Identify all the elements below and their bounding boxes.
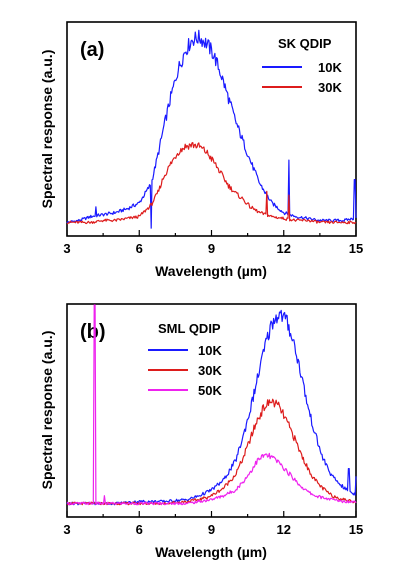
y-axis-title-a: Spectral response (a.u.) [39, 50, 55, 209]
x-tick-label: 3 [63, 522, 70, 537]
series-line-a-30k [66, 142, 357, 225]
panel-b: Spectral response (a.u.) Wavelength (µm)… [39, 303, 363, 560]
x-axis-title-b: Wavelength (µm) [155, 544, 267, 560]
x-tick-label: 3 [63, 241, 70, 256]
legend-title-b: SML QDIP [158, 321, 221, 336]
series-line-b-10k [66, 309, 357, 506]
x-tick-label: 6 [136, 522, 143, 537]
x-ticks-b: 3 6 9 12 15 [63, 511, 363, 537]
legend-a: SK QDIP 10K 30K [262, 36, 342, 95]
x-ticks-a: 3 6 9 12 15 [63, 230, 363, 256]
legend-label-b-50k: 50K [198, 383, 222, 398]
x-tick-label: 9 [208, 522, 215, 537]
x-tick-label: 6 [136, 241, 143, 256]
series-group-a [66, 29, 357, 229]
legend-label-b-10k: 10K [198, 343, 222, 358]
x-tick-label: 12 [277, 522, 291, 537]
x-tick-label: 12 [277, 241, 291, 256]
legend-label-a-10k: 10K [318, 60, 342, 75]
legend-label-b-30k: 30K [198, 363, 222, 378]
panel-label-b: (b) [80, 321, 106, 343]
x-tick-label: 15 [349, 241, 363, 256]
legend-b: SML QDIP 10K 30K 50K [148, 321, 222, 398]
series-line-a-10k [66, 29, 357, 229]
panel-label-a: (a) [80, 39, 104, 61]
x-tick-label: 15 [349, 522, 363, 537]
series-line-b-50k [66, 304, 357, 506]
panel-a: Spectral response (a.u.) Wavelength (µm)… [39, 21, 363, 279]
legend-title-a: SK QDIP [278, 36, 332, 51]
x-tick-label: 9 [208, 241, 215, 256]
x-axis-title-a: Wavelength (µm) [155, 263, 267, 279]
y-axis-title-b: Spectral response (a.u.) [39, 331, 55, 490]
legend-label-a-30k: 30K [318, 80, 342, 95]
series-group-b [66, 304, 357, 506]
